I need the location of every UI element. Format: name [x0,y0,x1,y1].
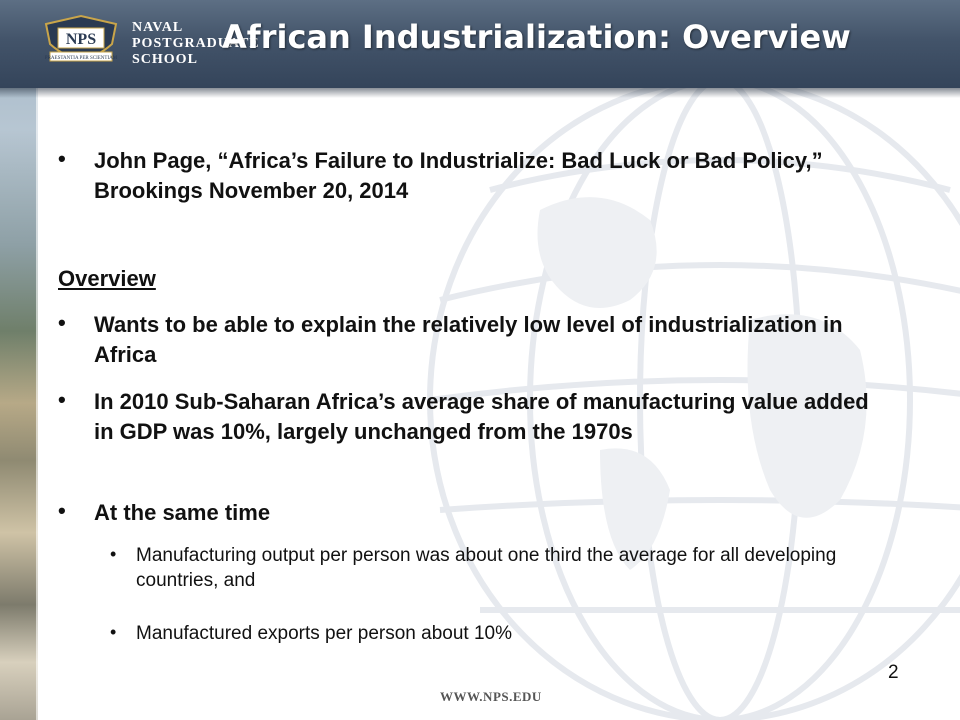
overview-heading: Overview [58,266,156,291]
overview-bullet-same-time: At the same time [94,500,271,525]
nps-logo: NPS PRAESTANTIA PER SCIENTIAM NAVAL POST… [44,10,259,76]
logo-monogram: NPS [66,31,96,48]
bullet-glyph: • [58,387,66,412]
overview-bullet-explain: Wants to be able to explain the relative… [94,312,843,367]
bullet-glyph: • [58,498,66,523]
bullet-glyph: • [58,146,66,171]
footer-url: WWW.NPS.EDU [440,689,542,704]
logo-wordmark: NAVAL POSTGRADUATE SCHOOL [132,20,260,68]
bullet-glyph: • [58,310,66,335]
citation-bullet: John Page, “Africa’s Failure to Industri… [94,148,823,203]
nps-shield-icon: NPS PRAESTANTIA PER SCIENTIAM [45,14,118,62]
header-shadow [0,88,960,98]
campus-photo-strip [0,0,38,720]
slide-title: African Industrialization: Overview [222,18,851,56]
header-bar: NPS PRAESTANTIA PER SCIENTIAM NAVAL POST… [0,0,960,88]
sub-bullet-glyph: • [110,544,117,564]
logo-line-school: SCHOOL [132,52,198,67]
sub-bullet-glyph: • [110,622,117,642]
page-number: 2 [888,662,899,683]
logo-line-postgraduate: POSTGRADUATE [132,36,260,51]
sub-bullet-exports: Manufactured exports per person about 10… [136,623,513,644]
logo-line-naval: NAVAL [132,20,184,35]
sub-bullet-output: Manufacturing output per person was abou… [136,545,837,591]
overview-bullet-share: In 2010 Sub-Saharan Africa’s average sha… [94,389,869,444]
globe-watermark [427,77,960,720]
logo-motto: PRAESTANTIA PER SCIENTIAM [45,56,118,61]
